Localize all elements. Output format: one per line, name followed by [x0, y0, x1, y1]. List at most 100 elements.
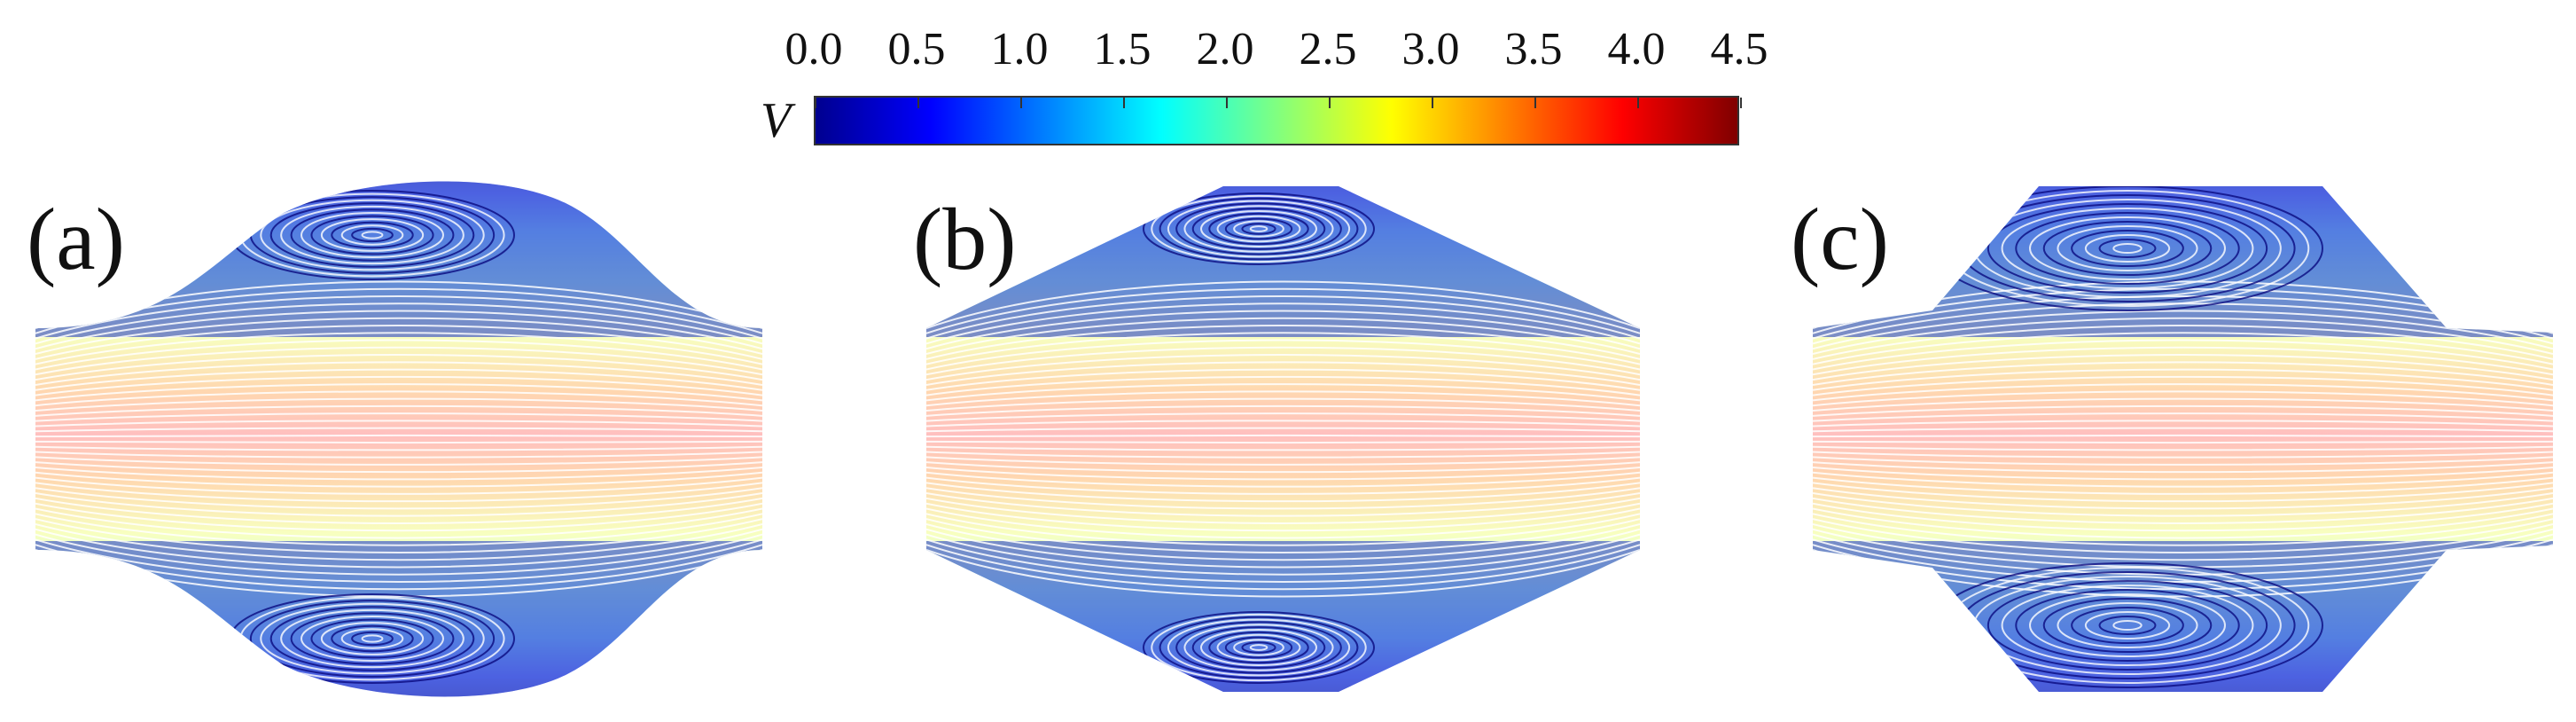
- streamline: [1813, 513, 2553, 546]
- streamline: [1813, 310, 2553, 350]
- panel-label-b: (b): [913, 190, 1017, 288]
- vortex-streamline: [2001, 208, 2254, 289]
- streamline: [926, 492, 1640, 517]
- streamline: [926, 295, 1640, 340]
- vortex-streamline: [310, 215, 434, 255]
- vortex-streamline: [301, 212, 444, 258]
- streamline: [926, 440, 1640, 444]
- vortex-streamline: [1167, 200, 1351, 258]
- streamline: [35, 456, 762, 466]
- streamline: [35, 332, 762, 365]
- vortex-streamline: [2071, 230, 2184, 267]
- streamline: [926, 404, 1640, 417]
- streamline: [1813, 445, 2553, 451]
- colorbar-tick-label: 1.0: [990, 24, 1049, 75]
- streamline: [1813, 456, 2553, 466]
- vortex-streamline: [310, 618, 434, 659]
- streamline: [35, 538, 762, 583]
- colorbar-tick: [917, 98, 919, 108]
- streamline: [35, 317, 762, 356]
- vortex-streamline: [280, 205, 464, 265]
- vortex-streamline: [280, 608, 464, 669]
- colorbar-tick: [1432, 98, 1433, 108]
- vortex-streamline: [351, 631, 394, 647]
- vortex-streamline: [2084, 611, 2171, 640]
- streamline: [1813, 383, 2553, 402]
- streamline: [35, 476, 762, 495]
- panel-c-streamlines: [1813, 186, 2553, 692]
- streamline: [926, 528, 1640, 569]
- streamline: [1813, 528, 2553, 569]
- streamline: [1813, 482, 2553, 503]
- vortex-streamline: [1151, 613, 1367, 682]
- vortex-streamline: [1208, 212, 1309, 246]
- vortex-streamline: [2042, 598, 2213, 653]
- vortex-streamline: [2001, 585, 2254, 666]
- vortex-streamline: [2015, 589, 2240, 662]
- vortex-streamline: [2112, 243, 2143, 254]
- streamline: [1813, 492, 2553, 517]
- streamline: [926, 538, 1640, 583]
- streamline: [35, 368, 762, 391]
- streamline: [35, 397, 762, 412]
- streamline: [35, 412, 762, 422]
- streamline: [1813, 440, 2553, 444]
- streamline: [926, 346, 1640, 376]
- colorbar-tick-label: 1.5: [1093, 24, 1151, 75]
- streamline: [35, 533, 762, 576]
- colorbar-tick: [1226, 98, 1228, 108]
- streamline: [1813, 522, 2553, 561]
- streamline: [1813, 317, 2553, 356]
- streamline: [926, 466, 1640, 481]
- vortex-streamline: [331, 624, 414, 653]
- streamline: [926, 497, 1640, 524]
- streamline: [1813, 420, 2553, 428]
- streamline: [1813, 390, 2553, 407]
- streamline: [35, 339, 762, 371]
- vortex-streamline: [1216, 633, 1301, 662]
- streamline: [1813, 487, 2553, 510]
- streamline: [1813, 325, 2553, 360]
- vortex-streamline: [269, 202, 475, 268]
- colorbar-tick-label: 4.5: [1710, 24, 1768, 75]
- vortex-streamline: [1224, 217, 1293, 240]
- streamline: [926, 427, 1640, 433]
- streamline: [1813, 412, 2553, 422]
- vortex-streamline: [1167, 618, 1351, 677]
- streamline: [35, 471, 762, 488]
- vortex-streamline: [1216, 215, 1301, 243]
- colorbar-tick-label: 0.0: [785, 24, 843, 75]
- streamline: [1813, 518, 2553, 553]
- streamline: [35, 502, 762, 532]
- panel-label-a: (a): [27, 190, 125, 288]
- streamline: [1813, 332, 2553, 365]
- vortex-streamline: [1241, 223, 1276, 235]
- streamline: [926, 507, 1640, 539]
- streamline: [1813, 375, 2553, 396]
- panel-a-streamlines: [35, 181, 762, 697]
- colorbar-tick: [1740, 98, 1742, 108]
- vortex-streamline: [1208, 631, 1309, 664]
- streamline: [926, 445, 1640, 451]
- colorbar-tick-label: 3.0: [1401, 24, 1460, 75]
- streamline: [35, 461, 762, 474]
- vortex-streamline: [2098, 616, 2157, 635]
- streamline: [926, 383, 1640, 402]
- streamline: [926, 522, 1640, 561]
- streamline: [1813, 502, 2553, 532]
- streamline: [926, 518, 1640, 553]
- colorbar-tick: [1329, 98, 1331, 108]
- streamline: [926, 487, 1640, 510]
- vortex-streamline: [1151, 194, 1367, 263]
- streamline: [35, 440, 762, 444]
- vortex-streamline: [1233, 639, 1284, 656]
- vortex-streamline: [1233, 220, 1284, 238]
- streamline: [35, 466, 762, 481]
- streamline: [926, 390, 1640, 407]
- streamline: [35, 507, 762, 539]
- streamline: [35, 492, 762, 517]
- streamline: [926, 549, 1640, 598]
- colorbar-tick: [1637, 98, 1639, 108]
